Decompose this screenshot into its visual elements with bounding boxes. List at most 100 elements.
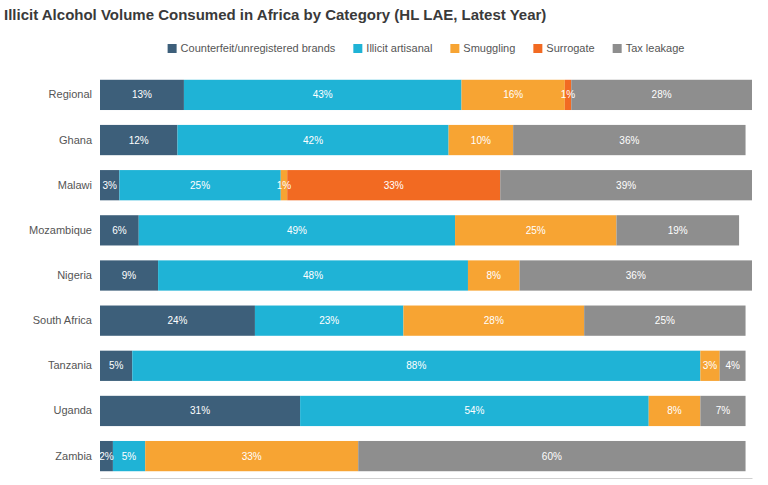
bar-segment [358,441,745,471]
y-tick: Malawi [58,179,100,191]
bars [100,80,752,471]
y-tick: Nigeria [57,269,100,281]
y-tick: Tanzania [48,359,100,371]
data-label: 10% [471,135,491,146]
y-tick: South Africa [33,314,100,326]
bar-segment [468,260,520,290]
data-label: 19% [668,225,688,236]
legend-swatch [353,44,362,53]
bar-segment [132,351,700,381]
y-tick-label: Tanzania [48,359,93,371]
legend-label: Illicit artisanal [366,42,432,54]
legend-item: Tax leakage [613,42,685,54]
bar-segment [139,215,455,245]
bar-segment [100,215,139,245]
bar-segment [462,80,565,110]
data-label: 60% [542,451,562,462]
y-tick: Ghana [59,134,100,146]
bar-segment [100,396,300,426]
x-axis-line [101,478,753,479]
data-label: 1% [277,180,292,191]
data-label: 28% [484,315,504,326]
data-label: 25% [655,315,675,326]
bar-segment [100,260,158,290]
bar-segment [700,351,719,381]
data-label: 48% [303,270,323,281]
y-tick: Uganda [53,404,100,416]
legend-swatch [533,44,542,53]
y-axis: Regional Ghana Malawi Mozambique Nigeria Sout… [29,88,100,461]
data-label: 36% [626,270,646,281]
title: Illicit Alcohol Volume Consumed in Afric… [4,6,546,23]
bar-segment [700,396,745,426]
data-label: 8% [487,270,502,281]
bar-segment [255,306,403,336]
bar-segment [100,306,255,336]
y-tick: Regional [49,88,100,100]
bar-segment [100,125,177,155]
legend-swatch [168,44,177,53]
legend-item: Illicit artisanal [353,42,432,54]
bar-segment [616,215,739,245]
legend-swatch [450,44,459,53]
chart: Illicit Alcohol Volume Consumed in Afric… [0,0,768,485]
data-label: 33% [384,180,404,191]
data-label: 36% [619,135,639,146]
data-label: 3% [703,360,718,371]
bar-segment [177,125,448,155]
bar-segment [100,170,119,200]
data-label: 31% [190,405,210,416]
y-tick-label: Malawi [58,179,92,191]
y-tick-label: Uganda [53,404,92,416]
legend-label: Surrogate [546,42,594,54]
bar-segment [500,170,752,200]
bar-segment [520,260,752,290]
data-label: 3% [102,180,117,191]
data-label: 39% [616,180,636,191]
y-tick-label: Ghana [59,134,93,146]
x-axis [101,478,753,479]
data-label: 5% [109,360,124,371]
bar-segment [513,125,745,155]
bar-segment [119,170,280,200]
bar-segment [113,441,145,471]
data-label: 24% [167,315,187,326]
legend-item: Smuggling [450,42,515,54]
y-tick-label: Regional [49,88,92,100]
y-tick-label: Zambia [55,450,93,462]
data-label: 43% [313,89,333,100]
bar-segment [455,215,616,245]
bar-segment [287,170,500,200]
legend-item: Counterfeit/unregistered brands [168,42,336,54]
bar-segment [100,351,132,381]
y-tick: Mozambique [29,224,100,236]
data-label: 4% [725,360,740,371]
data-label: 12% [129,135,149,146]
data-labels: 13%12%3%6%9%24%5%31%2%43%42%25%49%48%23%… [99,89,740,461]
data-label: 7% [716,405,731,416]
data-label: 23% [319,315,339,326]
bar-segment [720,351,746,381]
bar-segment [649,396,701,426]
y-tick-label: Mozambique [29,224,92,236]
bar-segment [145,441,358,471]
data-label: 13% [132,89,152,100]
legend-label: Tax leakage [626,42,685,54]
y-tick-label: South Africa [33,314,93,326]
legend-label: Counterfeit/unregistered brands [181,42,336,54]
data-label: 28% [652,89,672,100]
bar-segment [100,80,184,110]
bar-segment [300,396,649,426]
bar-segment [184,80,462,110]
legend-swatch [613,44,622,53]
bar-segment [403,306,584,336]
data-label: 33% [242,451,262,462]
data-label: 16% [503,89,523,100]
bar-segment [158,260,468,290]
y-tick-label: Nigeria [57,269,93,281]
data-label: 9% [122,270,137,281]
bar-segment [584,306,745,336]
data-label: 8% [667,405,682,416]
bar-segment [571,80,752,110]
data-label: 25% [526,225,546,236]
